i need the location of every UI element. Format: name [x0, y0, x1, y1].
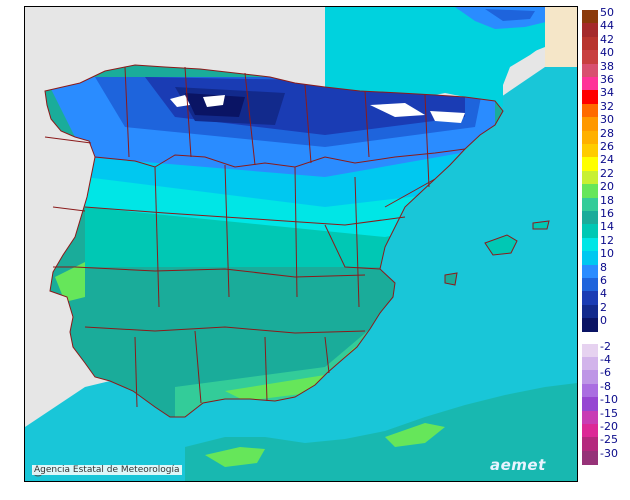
legend-label: 10 [600, 247, 614, 261]
legend-label: -20 [600, 420, 618, 433]
mediterranean-sea [25, 47, 577, 481]
legend-swatch [582, 224, 598, 239]
aemet-logo: aemet [490, 456, 546, 474]
france-cold-core [485, 9, 535, 21]
legend-swatch [582, 90, 598, 105]
legend-label: 18 [600, 193, 614, 207]
legend-label: -25 [600, 433, 618, 447]
temperature-legend: 50 44 42 40 38 36 34 32 30 28 26 24 22 20 18 16 14 12 10 8 6… [582, 6, 630, 480]
legend-swatch [582, 383, 598, 398]
legend-label: 42 [600, 32, 614, 46]
north-africa [185, 383, 577, 481]
legend-swatch [582, 10, 598, 24]
legend-label: 40 [600, 46, 614, 60]
menorca [532, 220, 550, 230]
agency-credit: Agencia Estatal de Meteorología [32, 465, 182, 475]
legend-swatch [582, 343, 598, 358]
legend-label: 34 [600, 86, 614, 100]
legend-swatch [582, 50, 598, 65]
legend-label: 0 [600, 314, 607, 328]
legend-swatch [582, 144, 598, 158]
legend-swatch [582, 370, 598, 385]
temperature-map: C [24, 6, 578, 482]
legend-label: 28 [600, 126, 614, 140]
legend-label: 12 [600, 233, 614, 247]
legend-swatch [582, 278, 598, 292]
legend-label: -10 [600, 393, 618, 407]
legend-swatch [582, 157, 598, 172]
legend-label: -6 [600, 366, 611, 380]
legend-swatch [582, 251, 598, 266]
legend-swatch [582, 103, 598, 118]
legend-label: -30 [600, 446, 618, 460]
legend-label: 44 [600, 19, 614, 33]
legend-swatch [582, 130, 598, 145]
legend-swatch [582, 410, 598, 425]
legend-swatch [582, 424, 598, 438]
legend-label: 26 [600, 140, 614, 153]
legend-label: 14 [600, 220, 614, 234]
legend-swatch [582, 117, 598, 132]
legend-swatch [582, 197, 598, 212]
legend-label: 24 [600, 153, 614, 167]
legend-label: 2 [600, 300, 607, 314]
legend-label: 30 [600, 113, 614, 127]
legend-label: 8 [600, 260, 607, 274]
legend-swatch [582, 77, 598, 91]
africa-warm [205, 447, 265, 467]
border-area [545, 7, 577, 67]
legend-label: 4 [600, 287, 607, 301]
legend-swatch [582, 291, 598, 306]
legend-label: 20 [600, 180, 614, 194]
ibiza [444, 272, 458, 286]
map-svg: C [25, 7, 577, 481]
legend-swatch [582, 357, 598, 371]
legend-swatch [582, 397, 598, 412]
legend-label: 36 [600, 73, 614, 86]
legend-swatch [582, 63, 598, 78]
legend-label: 38 [600, 59, 614, 73]
legend-label: -4 [600, 353, 611, 366]
africa-warm2 [385, 423, 445, 447]
legend-swatch [582, 184, 598, 199]
legend-swatch [582, 304, 598, 319]
legend-swatch [582, 437, 598, 452]
legend-swatch [582, 170, 598, 185]
province-borders [44, 64, 504, 418]
legend-swatch [582, 318, 598, 333]
legend-swatch [582, 36, 598, 51]
legend-label: 50 [600, 6, 614, 19]
legend-swatch [582, 23, 598, 38]
legend-label: 32 [600, 99, 614, 113]
legend-label: -2 [600, 339, 611, 353]
legend-label: -8 [600, 379, 611, 393]
legend-swatch [582, 237, 598, 252]
legend-swatch [582, 264, 598, 279]
mallorca [484, 234, 518, 256]
france [445, 7, 555, 107]
legend-label: 22 [600, 166, 614, 180]
legend-swatch [582, 211, 598, 225]
legend-label: -15 [600, 406, 618, 420]
legend-swatch [582, 450, 598, 465]
legend-label: 6 [600, 274, 607, 287]
legend-label: 16 [600, 207, 614, 220]
